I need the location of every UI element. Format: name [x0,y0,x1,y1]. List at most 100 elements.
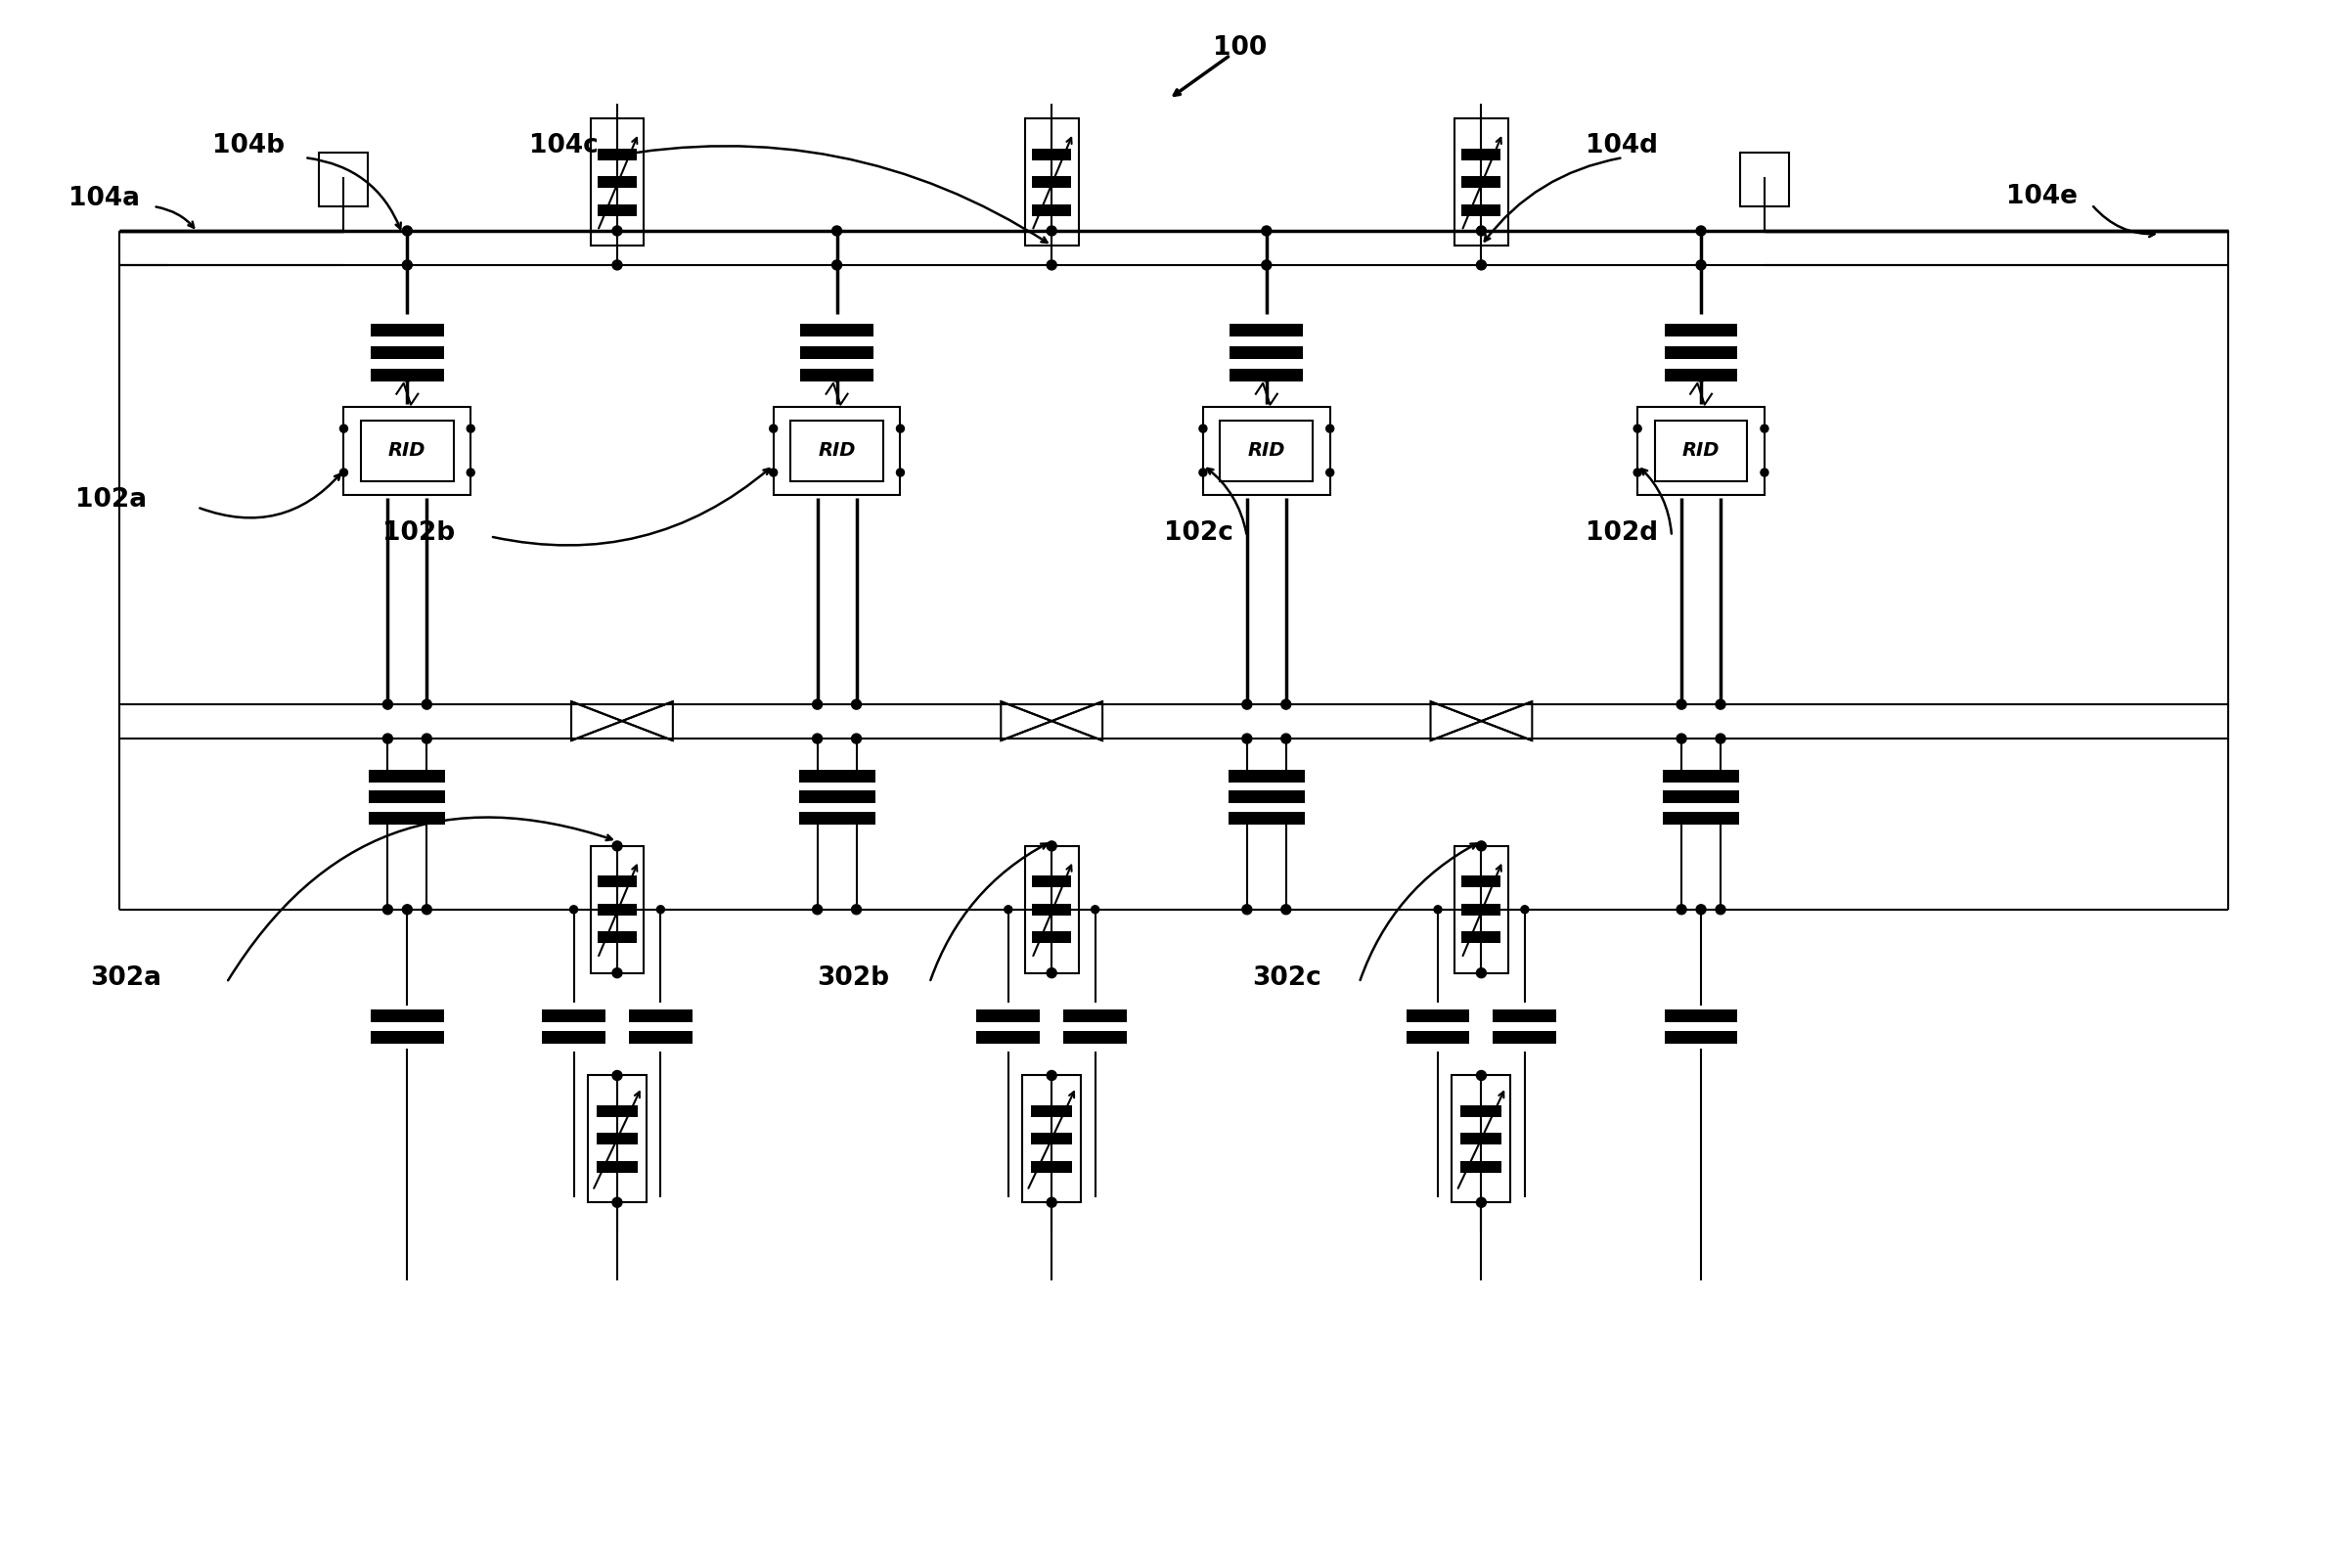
Circle shape [421,792,433,803]
Circle shape [896,469,905,477]
Circle shape [851,699,861,709]
Bar [1461,1160,1503,1173]
Bar [798,770,875,782]
Bar [591,119,644,246]
Circle shape [1761,469,1768,477]
Circle shape [1326,425,1333,433]
Circle shape [1696,905,1705,914]
Circle shape [1047,967,1056,978]
Circle shape [384,792,393,803]
Circle shape [1047,840,1056,851]
Bar [1493,1010,1556,1022]
Circle shape [833,226,842,235]
Circle shape [1261,260,1272,270]
Circle shape [402,226,412,235]
Bar [598,1160,637,1173]
Circle shape [1091,906,1100,914]
Circle shape [421,734,433,743]
Polygon shape [1051,701,1103,740]
Bar [1461,903,1500,916]
Bar [1454,119,1507,246]
Bar [1026,119,1079,246]
Circle shape [812,734,821,743]
Circle shape [1282,699,1291,709]
Bar [370,1010,444,1022]
Bar [370,812,444,825]
Circle shape [812,905,821,914]
Circle shape [468,425,475,433]
Circle shape [1717,734,1726,743]
Circle shape [1677,905,1686,914]
Text: RID: RID [819,441,856,459]
Circle shape [1200,425,1207,433]
Bar [1030,1134,1072,1145]
Circle shape [1433,906,1442,914]
Circle shape [1677,734,1686,743]
Bar [319,152,368,207]
Circle shape [1696,260,1705,270]
Bar [1461,1134,1503,1145]
Bar [628,1010,693,1022]
Circle shape [1477,840,1486,851]
Polygon shape [1482,701,1533,740]
Circle shape [402,260,412,270]
Circle shape [1282,905,1291,914]
Bar [1638,406,1765,494]
Polygon shape [621,701,672,740]
Circle shape [1282,734,1291,743]
Bar [1030,1160,1072,1173]
Bar [791,420,884,481]
Circle shape [1677,792,1686,803]
Text: 102c: 102c [1163,521,1233,546]
Bar [977,1010,1040,1022]
Bar [370,770,444,782]
Text: 102a: 102a [74,486,147,513]
Circle shape [833,260,842,270]
Bar [598,1134,637,1145]
Bar [361,420,454,481]
Bar [1230,368,1303,381]
Circle shape [1717,699,1726,709]
Bar [1663,812,1740,825]
Text: 302c: 302c [1251,966,1321,991]
Bar [344,406,470,494]
Bar [598,149,637,160]
Circle shape [340,425,347,433]
Bar [1663,770,1740,782]
Circle shape [384,905,393,914]
Bar [1221,420,1312,481]
Bar [370,368,444,381]
Bar [1461,1105,1503,1116]
Bar [628,1032,693,1044]
Circle shape [851,905,861,914]
Text: 102b: 102b [384,521,456,546]
Bar [591,847,644,974]
Circle shape [896,425,905,433]
Text: 100: 100 [1212,36,1268,61]
Bar [1033,903,1072,916]
Text: 302b: 302b [816,966,891,991]
Bar [1665,1010,1738,1022]
Circle shape [1477,1071,1486,1080]
Text: 104c: 104c [530,133,598,158]
Bar [1228,812,1305,825]
Circle shape [1633,425,1642,433]
Circle shape [1242,699,1251,709]
Circle shape [612,226,621,235]
Circle shape [384,699,393,709]
Circle shape [833,372,842,381]
Circle shape [1047,260,1056,270]
Circle shape [1242,905,1251,914]
Circle shape [770,469,777,477]
Bar [598,903,637,916]
Circle shape [1717,792,1726,803]
Circle shape [1200,469,1207,477]
Circle shape [1521,906,1528,914]
Circle shape [340,469,347,477]
Circle shape [612,1071,621,1080]
Bar [542,1032,605,1044]
Circle shape [1047,226,1056,235]
Text: RID: RID [1682,441,1719,459]
Circle shape [1477,967,1486,978]
Circle shape [402,372,412,381]
